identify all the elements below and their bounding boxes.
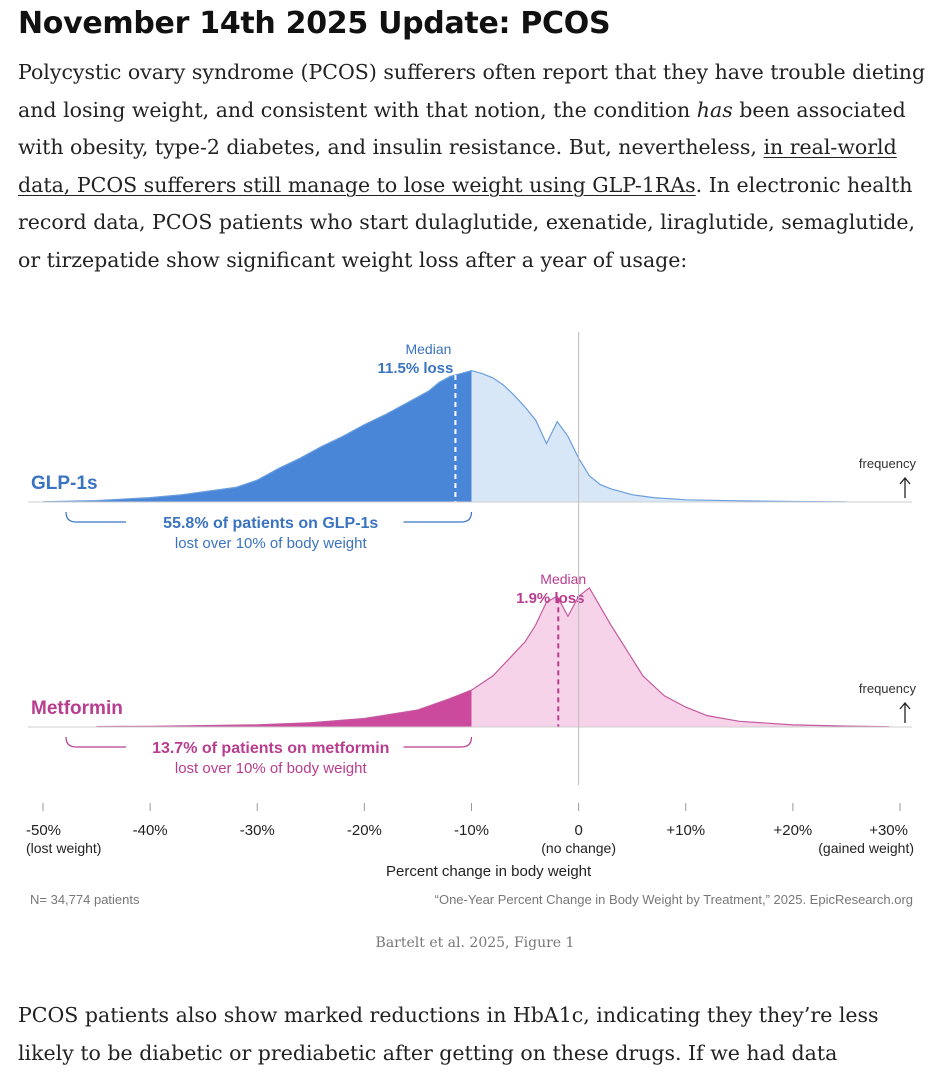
x-tick-label: 0 — [574, 822, 582, 839]
glp1-frequency-arrow-icon — [899, 476, 911, 498]
x-tick-label: +20% — [773, 822, 812, 839]
glp1-outline — [42, 369, 847, 503]
x-tick-sublabel: (gained weight) — [818, 840, 914, 856]
intro-paragraph: Polycystic ovary syndrome (PCOS) suffere… — [18, 54, 933, 279]
metformin-median-label: Median — [540, 571, 586, 587]
x-tick-label: -40% — [133, 822, 168, 839]
glp1-area-rest — [471, 370, 847, 502]
source-note: “One-Year Percent Change in Body Weight … — [435, 892, 913, 907]
article: November 14th 2025 Update: PCOS Polycyst… — [18, 0, 933, 279]
para-text-c: . In electronic health record data, PCOS… — [18, 172, 916, 272]
metformin-panel: Median 1.9% loss Metformin frequency 13.… — [28, 571, 916, 777]
real-world-data-link[interactable]: in real-world data, PCOS sufferers still… — [18, 135, 897, 197]
figure-caption: Bartelt et al. 2025, Figure 1 — [375, 935, 575, 951]
metformin-bracket — [65, 736, 473, 748]
sample-size-note: N= 34,774 patients — [30, 892, 140, 907]
x-tick-label: -10% — [454, 822, 489, 839]
x-tick-label: -20% — [347, 822, 382, 839]
para-emphasis: has — [696, 97, 733, 122]
x-tick-label: +10% — [666, 822, 705, 839]
metformin-median-value: 1.9% loss — [516, 590, 584, 607]
metformin-area-over10 — [96, 690, 472, 727]
followup-paragraph: PCOS patients also show marked reduction… — [18, 1003, 879, 1065]
glp1-frequency-label: frequency — [859, 456, 917, 471]
glp1-median-value: 11.5% loss — [377, 360, 453, 377]
metformin-frequency-arrow-icon — [899, 701, 911, 723]
section-heading: November 14th 2025 Update: PCOS — [18, 6, 611, 41]
metformin-bracket-percent: 13.7% of patients on metformin — [152, 740, 389, 757]
x-tick-sublabel: (lost weight) — [26, 840, 101, 856]
x-tick-sublabel: (no change) — [541, 840, 616, 856]
glp1-panel: Median 11.5% loss GLP-1s frequency 55.8%… — [28, 341, 916, 552]
glp1-median-label: Median — [405, 341, 451, 357]
para-text-b: been associated with obesity, type-2 dia… — [18, 97, 906, 160]
glp1-bracket — [65, 511, 473, 523]
x-tick-label: -30% — [240, 822, 275, 839]
metformin-bracket-subtext: lost over 10% of body weight — [175, 760, 368, 777]
weight-change-chart: Median 11.5% loss GLP-1s frequency 55.8%… — [26, 332, 916, 907]
metformin-frequency-label: frequency — [859, 681, 917, 696]
glp1-bracket-percent: 55.8% of patients on GLP-1s — [163, 515, 378, 532]
metformin-series-label: Metformin — [31, 698, 123, 719]
glp1-series-label: GLP-1s — [31, 473, 98, 494]
x-tick-label: -50% — [26, 822, 61, 839]
metformin-area-rest — [471, 587, 890, 727]
glp1-area-over10 — [43, 370, 472, 502]
glp1-bracket-subtext: lost over 10% of body weight — [175, 535, 368, 552]
x-axis-title: Percent change in body weight — [386, 863, 592, 880]
para-text-a: Polycystic ovary syndrome (PCOS) suffere… — [18, 60, 926, 122]
x-tick-label: +30% — [869, 822, 908, 839]
x-axis: -50%(lost weight) -40% -30% -20% -10% 0(no ch… — [26, 803, 914, 856]
metformin-outline — [96, 586, 890, 728]
